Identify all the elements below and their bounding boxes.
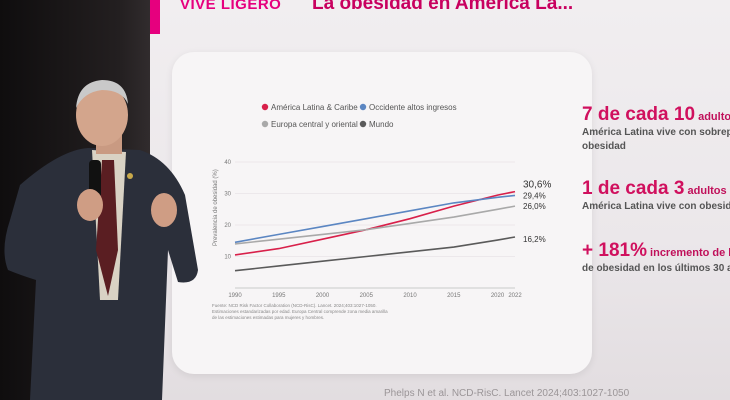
- stat-block-1: 7 de cada 10 adultos de América Latina v…: [582, 104, 730, 154]
- legend-label-2: Europa central y oriental: [271, 120, 358, 129]
- slide-citation: Phelps N et al. NCD-RisC. Lancet 2024;40…: [384, 388, 630, 399]
- x-tick-label-1995: 1995: [272, 293, 286, 299]
- speaker-head: [76, 84, 128, 146]
- speaker-hair: [76, 80, 128, 108]
- legend-label-1: Occidente altos ingresos: [369, 103, 457, 112]
- brand-logo-text: VIVE LIGERO: [180, 0, 282, 13]
- brand-accent-bar: [150, 0, 160, 34]
- legend-marker-2: [261, 120, 269, 128]
- microphone-icon: [89, 160, 101, 198]
- chart-series: 30,6%29,4% 26,0% 16,2%: [234, 180, 551, 272]
- legend-label-0: América Latina & Caribe: [271, 103, 358, 112]
- x-tick-label-2015: 2015: [447, 293, 461, 299]
- chart-source-note: Fuente: NCD Risk Factor Collaboration (N…: [212, 303, 388, 320]
- y-tick-label-20: 20: [224, 223, 231, 229]
- x-tick-label-2022: 2022: [508, 293, 522, 299]
- series-end-label-3: 16,2%: [523, 235, 546, 244]
- y-axis-label: Prevalencia de obesidad (%): [213, 169, 219, 246]
- x-tick-label-2010: 2010: [403, 293, 417, 299]
- speaker-right-hand: [151, 193, 177, 227]
- slide-title: La obesidad en América La...: [312, 0, 574, 14]
- stat-3-headline: + 181%: [582, 240, 647, 261]
- stat-2-line-1: América Latina vive con obesidad: [582, 201, 730, 212]
- stat-block-3: + 181% incremento de la pre de obesidad …: [582, 240, 730, 276]
- x-tick-label-1990: 1990: [228, 293, 242, 299]
- stat-1-suffix: adultos de: [698, 111, 730, 123]
- legend-marker-0: [261, 103, 269, 111]
- chart-axes: 10 20 30 40 1990 1995 2000 2005 2010 2015 2020 2022: [224, 160, 522, 299]
- legend-marker-3: [359, 120, 367, 128]
- x-tick-label-2000: 2000: [316, 293, 330, 299]
- lapel-pin: [127, 173, 133, 179]
- chart-legend: América Latina & Caribe Occidente altos i…: [261, 103, 457, 129]
- stat-3-line-1: de obesidad en los últimos 30 años: [582, 263, 730, 274]
- series-line-2: [234, 205, 516, 245]
- stat-2-suffix: adultos de: [687, 185, 730, 197]
- stat-2-headline: 1 de cada 3: [582, 178, 685, 199]
- obesity-line-chart: América Latina & Caribe Occidente altos i…: [213, 103, 551, 299]
- legend-marker-1: [359, 103, 367, 111]
- stat-1-line-2: obesidad: [582, 141, 626, 152]
- speaker-left-hand: [77, 189, 103, 221]
- stat-1-headline: 7 de cada 10: [582, 104, 696, 125]
- stat-3-suffix: incremento de la pre: [650, 247, 730, 259]
- speaker-tie: [96, 160, 118, 296]
- stat-block-2: 1 de cada 3 adultos de América Latina vi…: [582, 178, 730, 214]
- chart-card: [172, 52, 592, 374]
- x-tick-label-2005: 2005: [360, 293, 374, 299]
- x-tick-label-2020: 2020: [491, 293, 505, 299]
- y-tick-label-10: 10: [224, 255, 231, 261]
- y-tick-label-40: 40: [224, 160, 231, 166]
- speaker-person: [4, 80, 199, 400]
- legend-label-3: Mundo: [369, 120, 394, 129]
- y-tick-label-30: 30: [224, 192, 231, 198]
- series-end-label-0: 30,6%: [523, 180, 551, 191]
- series-end-label-1: 29,4%: [523, 191, 546, 200]
- series-line-1: [234, 194, 516, 244]
- series-line-3: [234, 236, 516, 272]
- stat-1-line-1: América Latina vive con sobrepeso: [582, 127, 730, 138]
- series-end-label-2: 26,0%: [523, 202, 546, 211]
- series-line-0: [234, 190, 516, 256]
